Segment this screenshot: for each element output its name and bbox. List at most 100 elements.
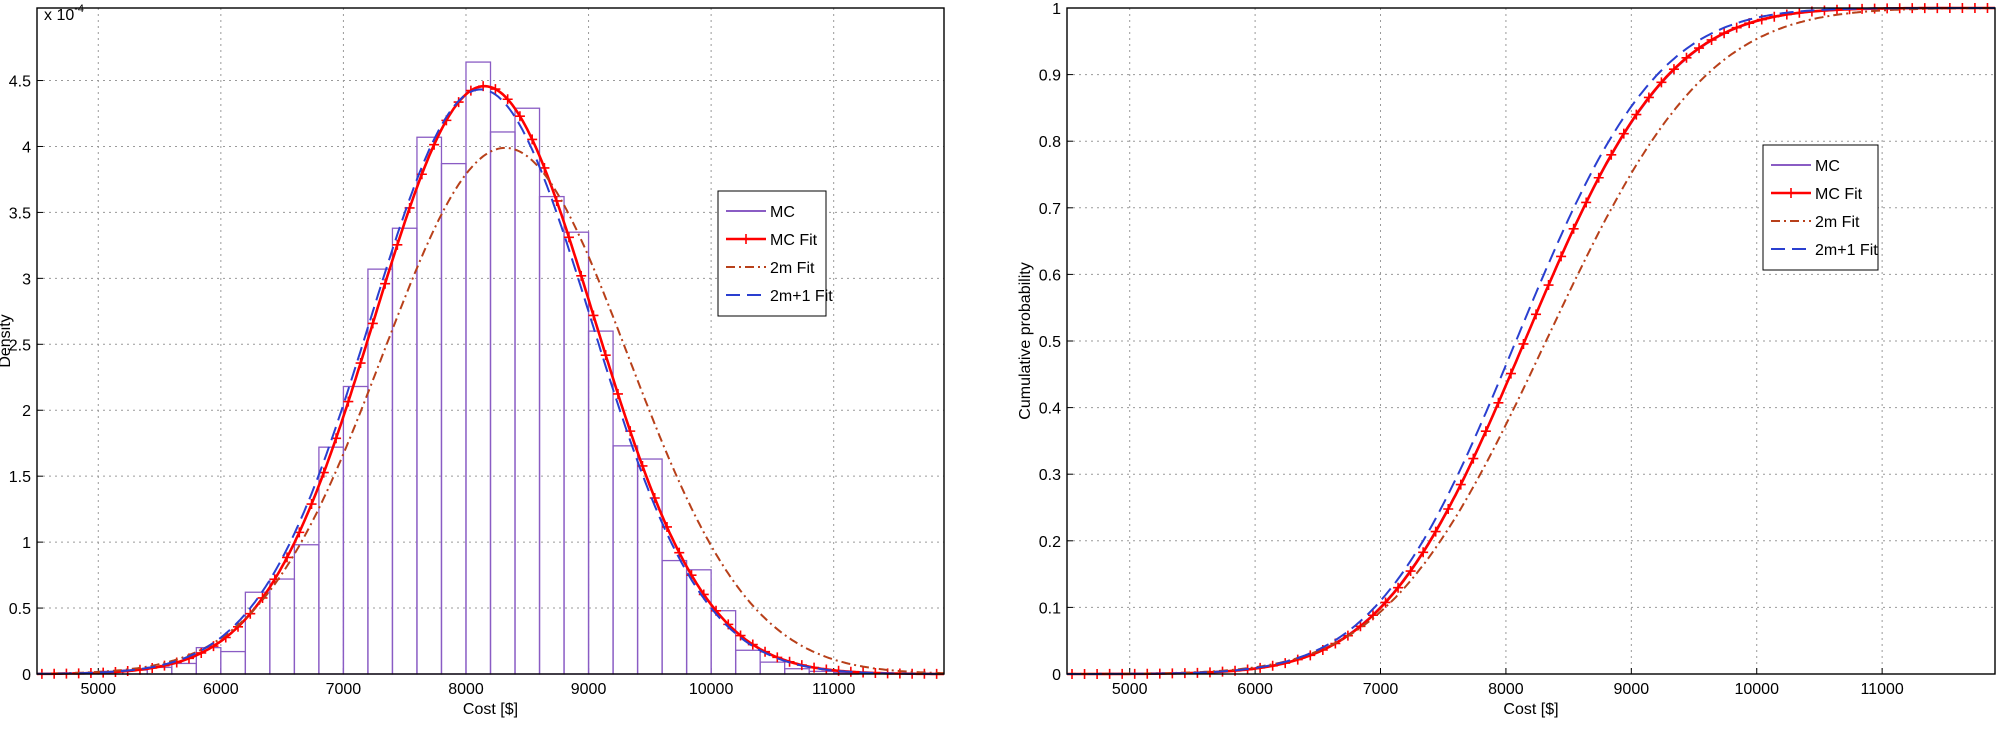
- histogram-mc: [73, 61, 859, 675]
- data-point-marker: [1455, 479, 1466, 490]
- x-tick-label: 5000: [1112, 681, 1148, 698]
- x-tick-label: 7000: [1363, 681, 1399, 698]
- histogram-bar: [440, 162, 467, 675]
- histogram-bar: [269, 578, 296, 675]
- data-point-marker: [1668, 64, 1679, 75]
- data-point-marker: [1681, 52, 1692, 63]
- legend: MC MC Fit 2m Fit 2m+1 Fit: [717, 190, 833, 317]
- data-point-marker: [1543, 280, 1554, 291]
- y-tick-label: 3: [22, 271, 31, 288]
- data-point-marker: [1643, 92, 1654, 103]
- data-point-marker: [1518, 338, 1529, 349]
- data-point-marker: [367, 318, 378, 329]
- plot-frame: [1066, 7, 1996, 675]
- y-tick-label: 4: [22, 139, 31, 156]
- data-point-marker: [1480, 426, 1491, 437]
- legend-item: 2m+1 Fit: [1771, 242, 1878, 259]
- y-tick-label: 0.4: [1039, 401, 1061, 418]
- data-point-marker: [257, 592, 268, 603]
- data-point-marker: [1606, 149, 1617, 160]
- data-point-marker: [1405, 566, 1416, 577]
- data-point-marker: [380, 278, 391, 289]
- histogram-bar: [538, 195, 565, 675]
- data-point-marker: [772, 652, 783, 663]
- x-tick-label: 9000: [571, 681, 607, 698]
- legend-label: 2m+1 Fit: [770, 288, 833, 305]
- grid: [1067, 7, 1995, 675]
- y-tick-label: 0.3: [1039, 467, 1061, 484]
- x-tick-label: 10000: [1734, 681, 1779, 698]
- x-tick-label: 11000: [1860, 681, 1903, 698]
- histogram-bar: [661, 559, 688, 675]
- legend-label: 2m Fit: [770, 260, 815, 277]
- data-point-marker: [196, 647, 207, 658]
- data-point-marker: [674, 547, 685, 558]
- data-point-marker: [1769, 11, 1780, 22]
- data-point-marker: [1380, 597, 1391, 608]
- data-point-marker: [1631, 109, 1642, 120]
- data-point-marker: [1719, 28, 1730, 39]
- histogram-bar: [220, 650, 247, 675]
- data-point-marker: [502, 94, 513, 105]
- data-point-marker: [1618, 128, 1629, 139]
- legend-marker: [741, 234, 751, 244]
- y-tick-label: 0: [1052, 667, 1061, 684]
- data-point-marker: [355, 358, 366, 369]
- data-point-marker: [1781, 9, 1792, 20]
- y-tick-label: 1.5: [9, 469, 31, 486]
- legend-label: MC: [770, 204, 795, 221]
- y-tick-label: 0: [22, 667, 31, 684]
- data-point-marker: [588, 310, 599, 321]
- data-point-marker: [233, 621, 244, 632]
- legend-label: 2m Fit: [1815, 214, 1860, 231]
- x-tick-label: 10000: [689, 681, 734, 698]
- data-point-marker: [343, 396, 354, 407]
- x-tick-label: 11000: [812, 681, 855, 698]
- histogram-bar: [489, 131, 516, 675]
- histogram-bar: [293, 544, 320, 675]
- legend-label: MC Fit: [770, 232, 818, 249]
- legend-label: MC: [1815, 158, 1840, 175]
- legend-item: 2m+1 Fit: [726, 288, 833, 305]
- y-exponent-power: -4: [74, 3, 84, 15]
- series-line: [37, 146, 944, 675]
- series-2m-1-fit: [37, 88, 944, 675]
- legend-item: 2m Fit: [726, 260, 815, 277]
- legend-item: MC Fit: [726, 232, 818, 249]
- legend-item: MC: [1771, 158, 1840, 175]
- data-point-marker: [1694, 43, 1705, 54]
- data-point-marker: [490, 84, 501, 95]
- data-point-marker: [539, 162, 550, 173]
- data-point-marker: [735, 630, 746, 641]
- data-point-marker: [1531, 309, 1542, 320]
- y-tick-label: 1: [1052, 1, 1061, 18]
- data-point-marker: [1556, 251, 1567, 262]
- legend: MC MC Fit 2m Fit 2m+1 Fit: [1762, 144, 1879, 271]
- y-tick-label: 2.5: [9, 337, 31, 354]
- histogram-bar: [195, 646, 222, 675]
- histogram-bar: [784, 668, 810, 675]
- y-tick-label: 3.5: [9, 205, 31, 222]
- x-tick-label: 8000: [448, 681, 484, 698]
- x-tick-label: 5000: [80, 681, 116, 698]
- legend-item: MC: [726, 204, 795, 221]
- histogram-bar: [514, 107, 541, 675]
- y-axis-label: Density: [0, 314, 14, 367]
- data-point-marker: [1493, 397, 1504, 408]
- data-point-marker: [1468, 453, 1479, 464]
- data-point-marker: [563, 232, 574, 243]
- x-tick-label: 9000: [1614, 681, 1650, 698]
- series-line: [37, 88, 944, 675]
- histogram-bar: [759, 661, 786, 675]
- data-point-marker: [306, 499, 317, 510]
- data-point-marker: [1731, 22, 1742, 33]
- histogram-bar: [612, 445, 639, 675]
- series-2m-fit: [37, 146, 944, 675]
- x-axis-label: Cost [$]: [463, 701, 518, 718]
- histogram-bar: [171, 662, 197, 675]
- x-tick-label: 8000: [1488, 681, 1524, 698]
- data-point-marker: [612, 388, 623, 399]
- series-2m-1-fit: [1067, 7, 1995, 675]
- data-point-marker: [527, 134, 538, 145]
